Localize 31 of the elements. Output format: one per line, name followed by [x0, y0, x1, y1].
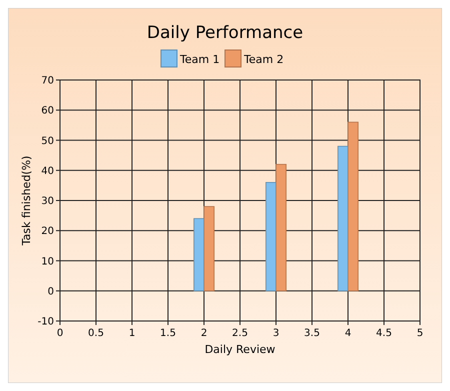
x-tick-label: 3.5: [304, 328, 320, 339]
x-tick-label: 2: [200, 328, 208, 339]
bar: [338, 146, 348, 292]
y-tick-label: 50: [41, 136, 54, 147]
bar: [348, 122, 358, 292]
y-tick-label: -10: [38, 316, 54, 328]
x-tick-label: 0: [56, 328, 64, 339]
bar: [276, 164, 286, 292]
x-tick-label: 4: [344, 328, 352, 339]
x-tick-label: 5: [416, 328, 424, 339]
bar: [204, 206, 214, 292]
x-tick-label: 1.5: [160, 328, 176, 339]
legend-label: Team 2: [243, 53, 284, 66]
y-tick-label: 70: [41, 76, 54, 86]
x-tick-label: 4.5: [376, 328, 392, 339]
legend-label: Team 1: [179, 53, 220, 66]
y-tick-label: 30: [41, 196, 54, 207]
x-tick-label: 1: [128, 328, 136, 339]
y-tick-label: 0: [48, 286, 54, 298]
y-axis-title: Task finished(%): [20, 156, 33, 246]
x-tick-label: 0.5: [88, 328, 104, 339]
x-tick-label: 2.5: [232, 328, 248, 339]
y-tick-label: 60: [41, 106, 54, 117]
x-axis-title: Daily Review: [204, 343, 276, 356]
x-tick-label: 3: [272, 328, 280, 339]
bar: [266, 182, 276, 292]
y-tick-label: 20: [41, 226, 54, 238]
chart-title: Daily Performance: [146, 23, 304, 43]
y-tick-label: 40: [41, 166, 54, 177]
bar: [194, 218, 204, 292]
y-tick-label: 10: [41, 256, 54, 268]
